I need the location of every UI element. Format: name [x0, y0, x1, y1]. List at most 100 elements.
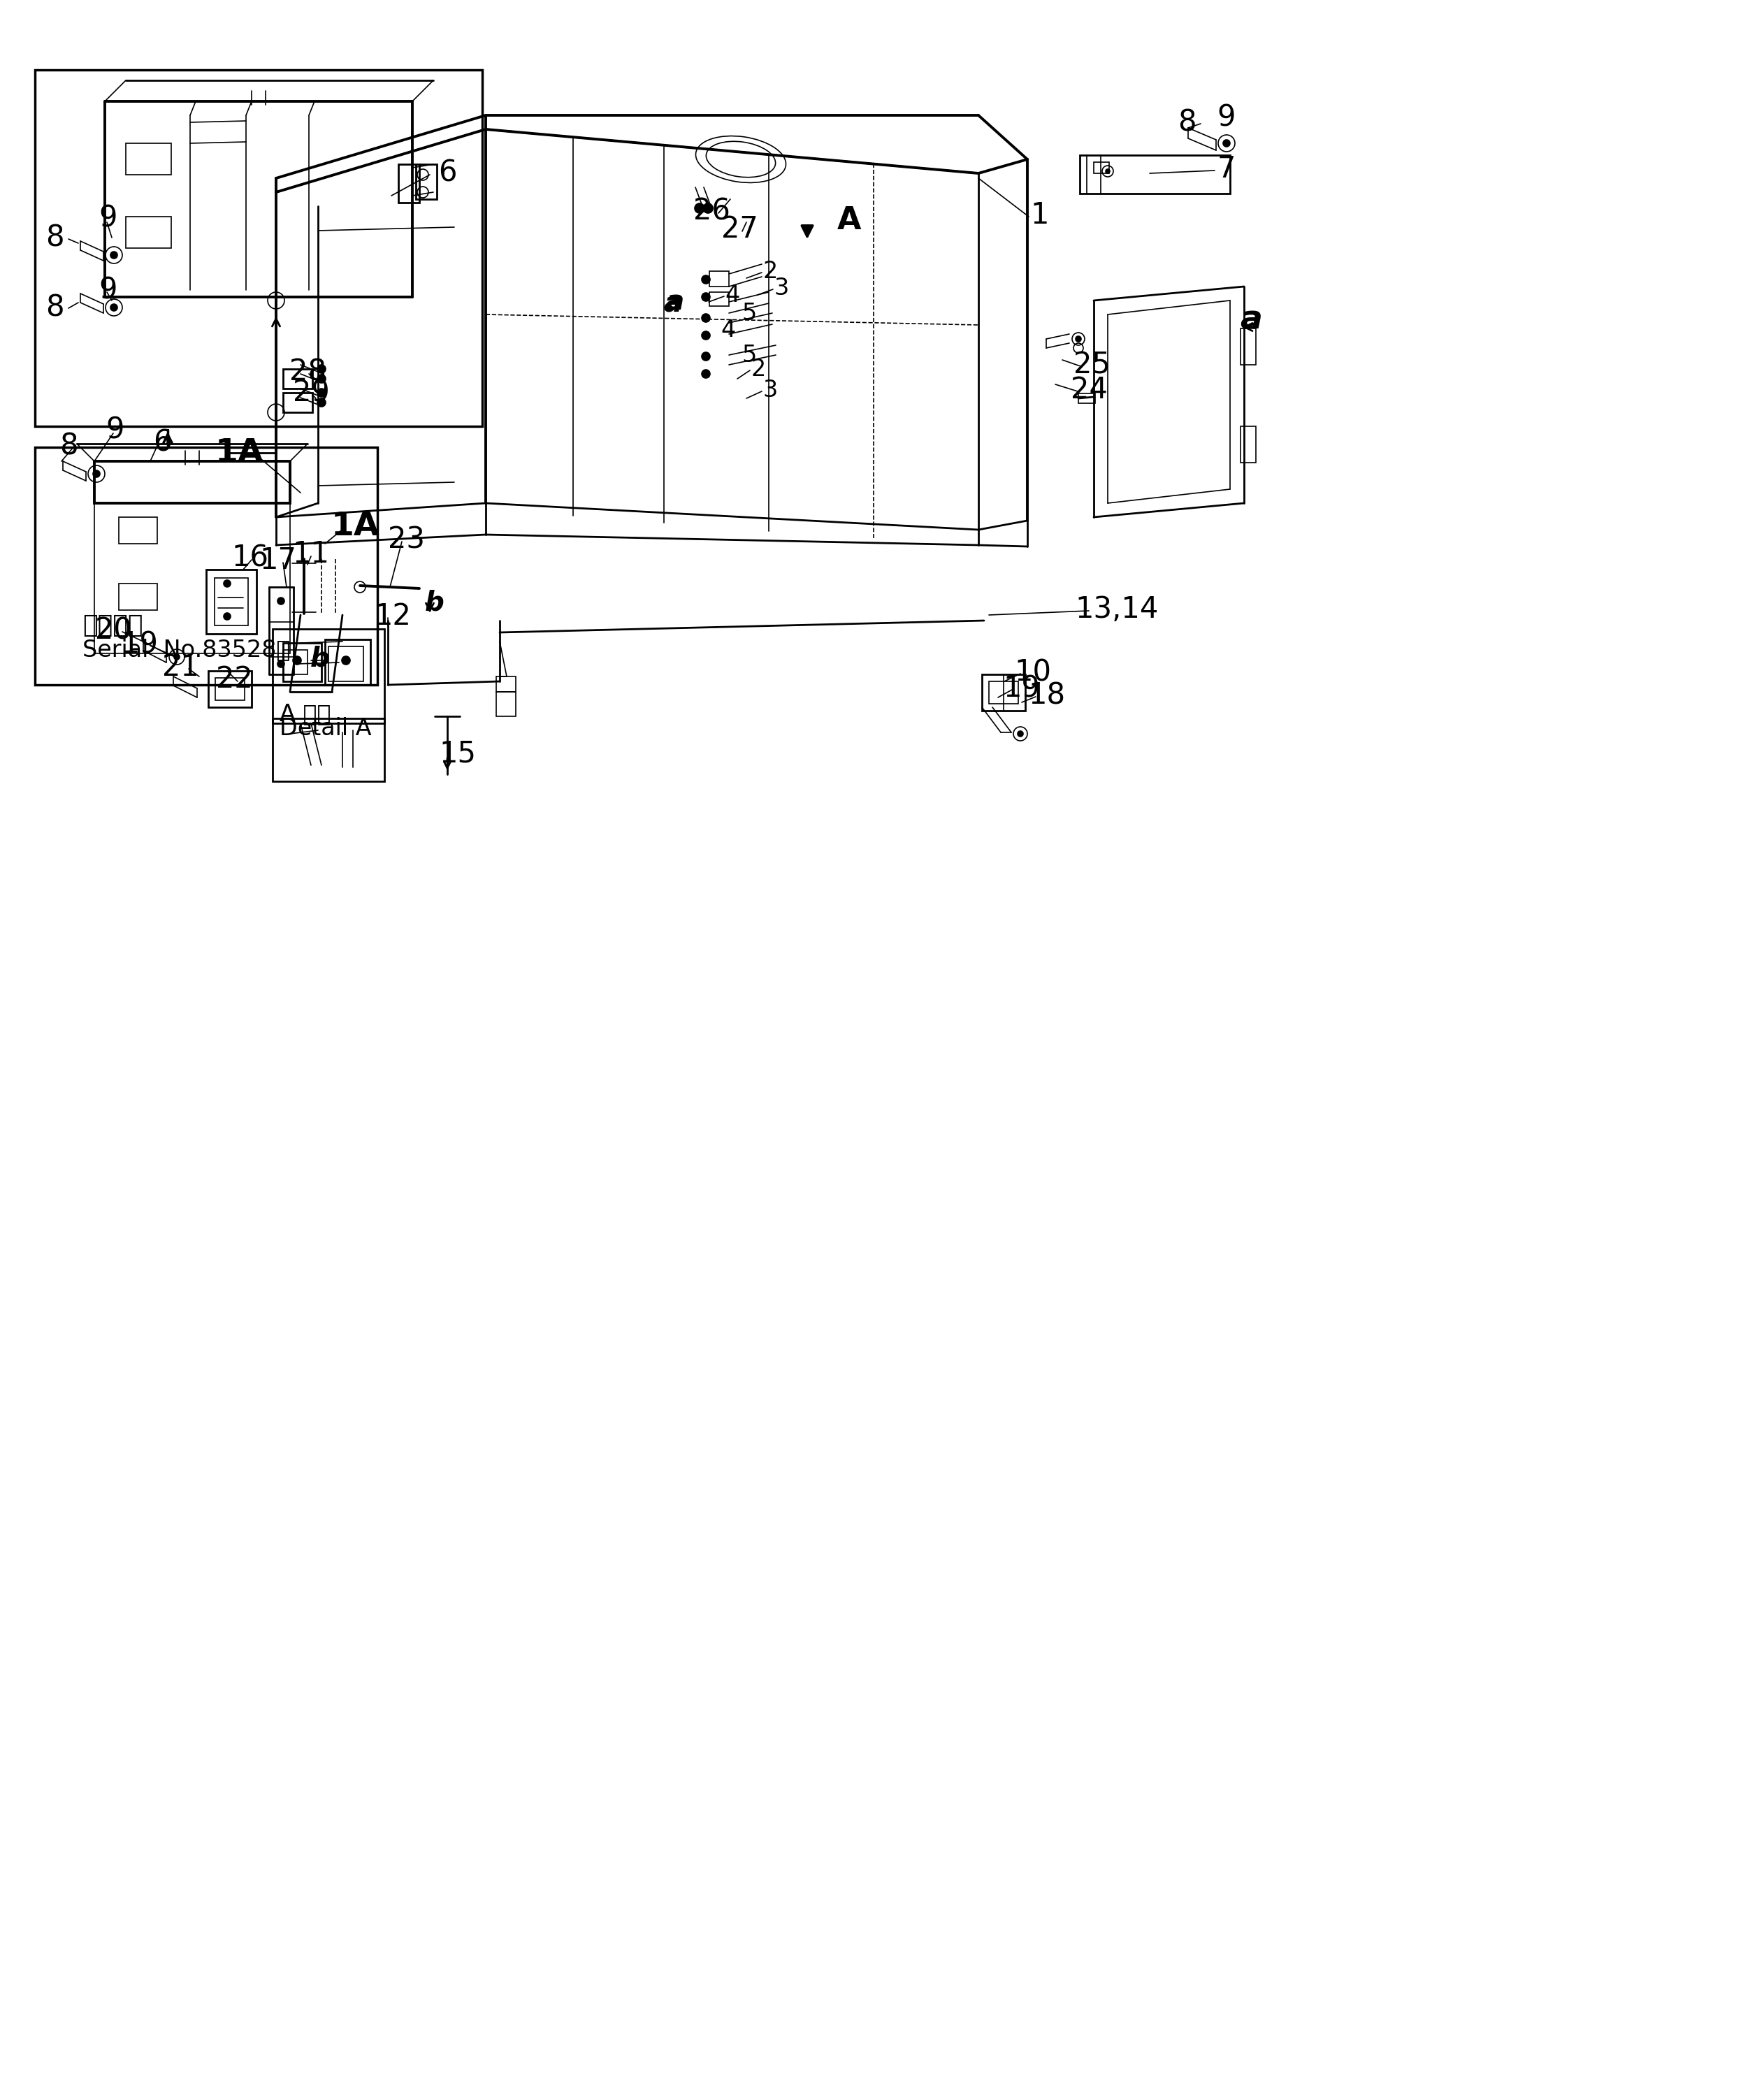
Text: 22: 22	[215, 664, 252, 693]
Circle shape	[224, 580, 231, 588]
Circle shape	[702, 292, 710, 300]
Text: 1: 1	[1031, 202, 1050, 229]
Bar	[94, 462, 291, 504]
Circle shape	[341, 655, 350, 664]
Bar	[497, 676, 516, 691]
Bar	[709, 271, 730, 286]
Bar	[208, 670, 252, 708]
Text: 2: 2	[763, 260, 777, 284]
Circle shape	[702, 370, 710, 378]
Bar	[206, 569, 257, 634]
Bar	[126, 216, 172, 248]
Circle shape	[110, 252, 117, 258]
Circle shape	[93, 470, 100, 477]
Text: 4: 4	[724, 284, 740, 307]
Text: 8: 8	[60, 430, 77, 460]
Text: 23: 23	[388, 525, 425, 554]
Bar	[709, 292, 730, 307]
Bar	[119, 517, 158, 544]
Circle shape	[702, 353, 710, 361]
Text: 8: 8	[1178, 107, 1195, 137]
Text: 12: 12	[374, 603, 411, 630]
Circle shape	[278, 659, 285, 668]
Text: A 詳細: A 詳細	[280, 704, 331, 727]
Circle shape	[110, 304, 117, 311]
Text: 11: 11	[292, 540, 329, 569]
Bar	[416, 164, 438, 200]
Circle shape	[1017, 731, 1024, 737]
Text: 29: 29	[292, 378, 329, 407]
Text: 20: 20	[94, 615, 131, 645]
Bar	[497, 691, 516, 716]
Bar	[1080, 155, 1230, 193]
Circle shape	[704, 204, 712, 212]
Text: Serial  No.83528～: Serial No.83528～	[82, 638, 290, 662]
Bar	[284, 370, 313, 389]
Bar	[35, 447, 378, 685]
Text: 6: 6	[152, 428, 172, 458]
Text: 6: 6	[438, 158, 457, 187]
Text: 1A: 1A	[215, 437, 262, 468]
Text: 28: 28	[289, 357, 326, 386]
Text: 18: 18	[1029, 680, 1066, 710]
Text: a: a	[1239, 304, 1262, 336]
Circle shape	[317, 374, 326, 382]
Text: 26: 26	[693, 197, 730, 225]
Text: 24: 24	[1071, 376, 1108, 405]
Bar	[126, 143, 172, 174]
Circle shape	[1076, 336, 1082, 342]
Circle shape	[173, 653, 180, 659]
Circle shape	[702, 275, 710, 284]
Bar	[284, 649, 308, 674]
Circle shape	[702, 313, 710, 321]
Text: 適用号機: 適用号機	[82, 613, 144, 636]
Text: 5: 5	[742, 302, 756, 326]
Circle shape	[224, 613, 231, 620]
Circle shape	[695, 204, 705, 212]
Circle shape	[317, 365, 326, 374]
Bar	[329, 647, 364, 680]
Circle shape	[317, 399, 326, 407]
Circle shape	[278, 598, 285, 605]
Text: 19: 19	[1003, 674, 1040, 704]
Text: 25: 25	[1073, 351, 1110, 380]
Bar	[215, 578, 248, 626]
Bar	[284, 393, 313, 412]
Text: a: a	[665, 288, 684, 315]
Text: 9: 9	[100, 204, 117, 233]
Bar	[273, 718, 385, 781]
Circle shape	[702, 332, 710, 340]
Text: b: b	[310, 645, 329, 672]
Text: 4: 4	[721, 319, 735, 342]
Bar	[399, 164, 420, 204]
Circle shape	[1106, 170, 1110, 174]
Text: 21: 21	[161, 653, 200, 682]
Circle shape	[1223, 141, 1230, 147]
Bar	[119, 584, 158, 611]
Text: 9: 9	[100, 275, 117, 304]
Text: 10: 10	[1015, 657, 1052, 687]
Text: a: a	[663, 290, 681, 317]
Text: 8: 8	[46, 292, 63, 321]
Circle shape	[317, 388, 326, 397]
Circle shape	[292, 655, 301, 664]
Text: 13,14: 13,14	[1074, 594, 1158, 624]
Bar	[982, 674, 1025, 710]
Bar	[1241, 426, 1256, 462]
Bar	[215, 678, 245, 699]
Bar	[273, 630, 385, 722]
Text: 17: 17	[259, 546, 298, 575]
Text: A: A	[836, 206, 861, 235]
Text: 9: 9	[1218, 103, 1236, 132]
Text: 16: 16	[231, 544, 270, 573]
Bar	[1094, 162, 1110, 174]
Text: 5: 5	[742, 344, 756, 367]
Text: 1A: 1A	[331, 510, 380, 542]
Bar	[1241, 328, 1256, 365]
Text: 15: 15	[439, 739, 476, 769]
Text: 27: 27	[721, 214, 758, 244]
Text: b: b	[425, 590, 444, 615]
Text: 19: 19	[121, 630, 158, 659]
Bar	[94, 462, 291, 653]
Text: 3: 3	[774, 277, 789, 300]
